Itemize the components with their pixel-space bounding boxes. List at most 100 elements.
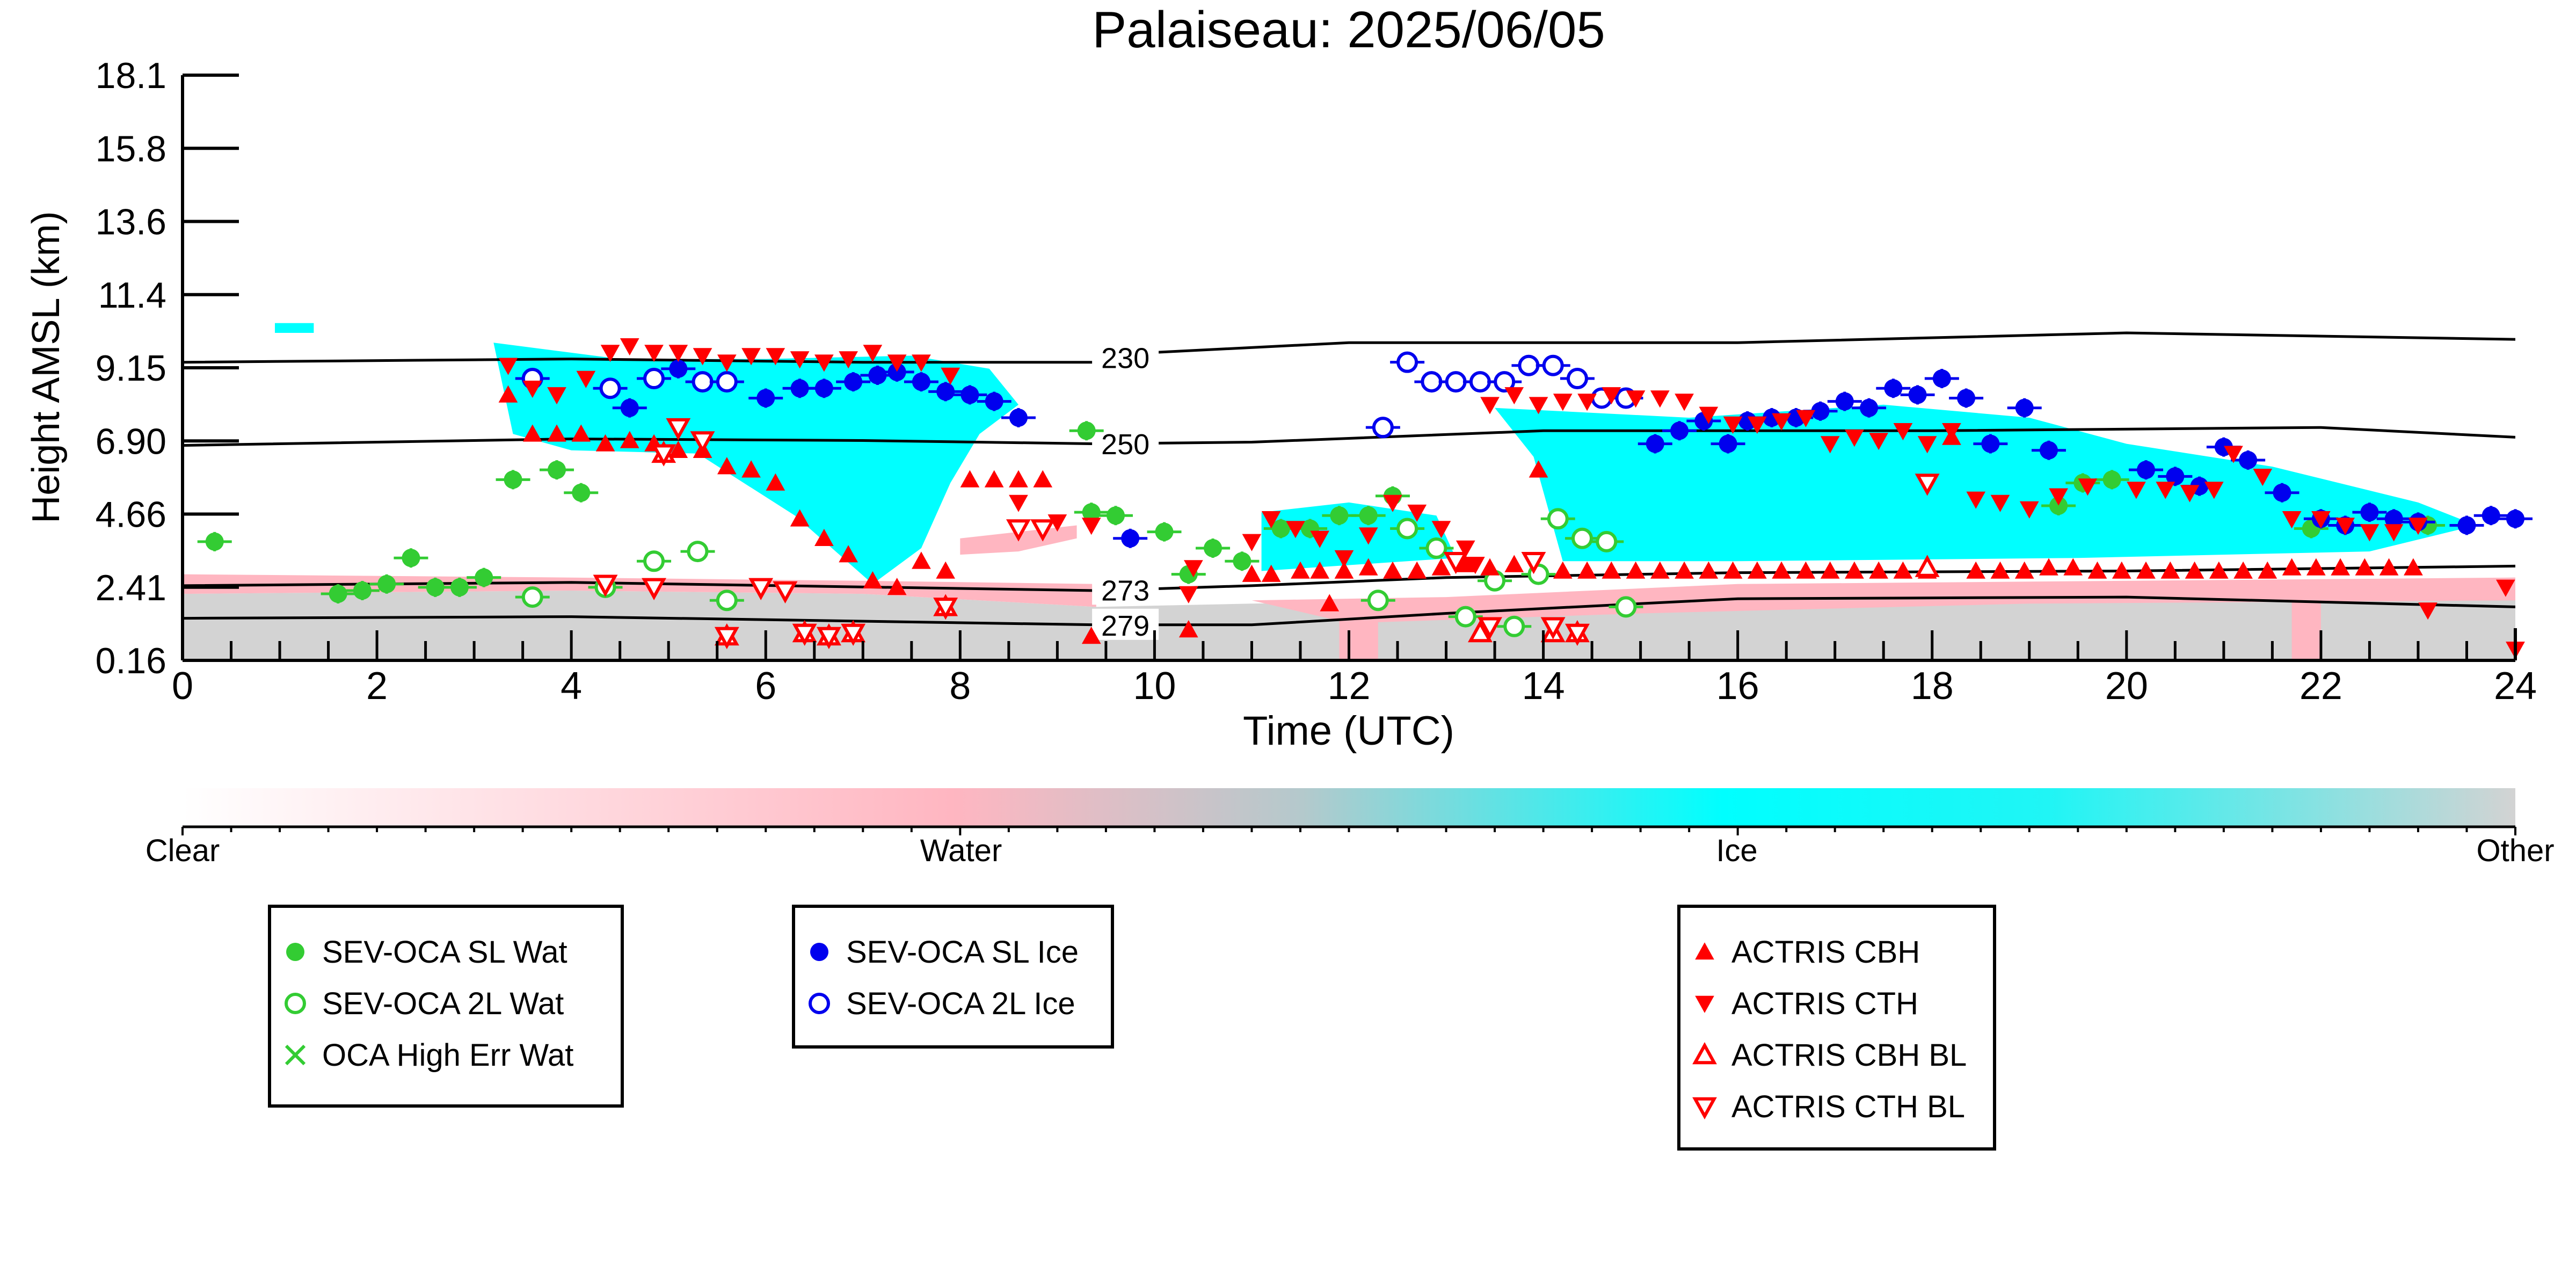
point-0-4 (402, 549, 420, 567)
colorbar-label-water: Water (920, 833, 1002, 868)
legend-box-1: SEV-OCA SL Wat SEV-OCA 2L Wat OCA High Err… (268, 905, 624, 1108)
point-0-13 (1107, 506, 1125, 525)
point-7-6 (1468, 620, 1493, 643)
chart-title: Palaiseau: 2025/06/05 (1092, 1, 1605, 59)
point-5-16 (887, 578, 907, 595)
point-5-65 (2209, 561, 2229, 579)
point-6-68 (2496, 579, 2515, 597)
legend-entry-actris-cbh: ACTRIS CBH (1731, 935, 1920, 970)
legend-marker (285, 993, 306, 1014)
legend-entry-sev-oca-sl-wat: SEV-OCA SL Wat (322, 935, 567, 970)
point-1-4 (716, 590, 738, 612)
point-0-21 (1359, 506, 1378, 525)
point-5-25 (1242, 564, 1262, 582)
series-sev-oca-sl-ice (612, 359, 2533, 548)
point-5-63 (2160, 561, 2180, 579)
point-5-22 (1033, 470, 1053, 487)
point-0-14 (1155, 522, 1174, 541)
point-5-44 (1699, 561, 1719, 579)
region-ice-6 (493, 343, 1018, 584)
point-6-38 (1675, 394, 1694, 411)
x-tick-label: 0 (172, 665, 193, 708)
point-3-23 (1860, 398, 1879, 417)
point-8-4 (642, 578, 666, 600)
point-6-7 (668, 345, 688, 362)
point-6-71 (1047, 514, 1067, 532)
point-0-23 (2049, 497, 2068, 515)
legend-box-2: SEV-OCA SL Ice SEV-OCA 2L Ice (792, 905, 1114, 1049)
point-5-21 (1009, 470, 1028, 487)
legend-entry-actris-cbh-bl: ACTRIS CBH BL (1731, 1038, 1967, 1073)
point-6-20 (1178, 586, 1198, 603)
point-0-25 (2102, 470, 2121, 489)
point-1-3 (687, 541, 709, 563)
point-5-10 (741, 460, 761, 478)
point-3-8 (912, 373, 930, 391)
point-6-39 (1699, 406, 1719, 424)
point-5-3 (571, 424, 591, 442)
point-6-40 (1723, 416, 1743, 434)
point-5-33 (1431, 558, 1451, 576)
point-6-13 (814, 354, 834, 372)
point-6-58 (2204, 482, 2224, 499)
legend-marker (809, 993, 830, 1014)
point-6-4 (600, 345, 620, 362)
point-0-16 (1204, 539, 1222, 557)
legend-entry-actris-cth: ACTRIS CTH (1731, 986, 1918, 1021)
point-8-18 (1443, 552, 1468, 574)
point-6-65 (2384, 524, 2404, 542)
point-0-20 (1330, 506, 1349, 525)
series-actris-cbh (498, 385, 2423, 644)
isotherm-label-279: 279 (1101, 610, 1149, 642)
x-tick-label: 14 (1522, 665, 1565, 708)
point-1-10 (1503, 615, 1525, 637)
point-5-27 (1291, 561, 1310, 579)
point-1-8 (1454, 606, 1476, 628)
legend-frame (1677, 905, 1996, 1151)
point-3-36 (2273, 483, 2291, 502)
y-tick-label: 13.6 (96, 202, 166, 243)
point-4-1 (599, 377, 621, 399)
point-6-61 (2282, 511, 2302, 529)
series-sev-oca-2l-ice (515, 351, 1643, 439)
point-4-3 (692, 371, 714, 393)
retrieval-markers (197, 338, 2533, 659)
point-1-6 (1396, 518, 1418, 540)
point-3-15 (1670, 421, 1689, 440)
point-8-13 (1030, 519, 1056, 542)
point-6-51 (1990, 494, 2010, 512)
point-3-10 (960, 385, 979, 404)
point-6-31 (1504, 387, 1524, 405)
point-0-18 (1271, 519, 1290, 538)
point-0-8 (504, 470, 522, 489)
legend-marker (1695, 995, 1714, 1013)
point-1-5 (1367, 590, 1389, 612)
x-tick-label: 10 (1133, 665, 1176, 708)
point-3-35 (2239, 450, 2258, 469)
point-6-73 (1242, 534, 1262, 551)
point-6-11 (766, 348, 785, 366)
point-6-52 (2019, 501, 2039, 519)
series-actris-cth-bl (593, 418, 1940, 650)
region-ice-9 (275, 323, 314, 333)
legend-box-3: ACTRIS CBH ACTRIS CTH ACTRIS CBH BL ACTRIS … (1677, 905, 1996, 1151)
point-0-17 (1233, 552, 1251, 571)
point-6-22 (1286, 521, 1305, 539)
point-6-46 (1869, 433, 1888, 450)
point-5-9 (717, 457, 737, 475)
point-5-5 (620, 431, 639, 448)
legend-entry-actris-cth-bl: ACTRIS CTH BL (1731, 1089, 1965, 1124)
point-6-47 (1893, 423, 1913, 441)
point-3-4 (814, 379, 833, 398)
point-5-48 (1796, 561, 1816, 579)
point-5-67 (2258, 561, 2277, 579)
point-5-71 (2355, 558, 2375, 576)
point-5-66 (2233, 561, 2253, 579)
point-6-34 (1577, 394, 1597, 411)
point-6-42 (1772, 413, 1791, 431)
x-tick-label: 6 (755, 665, 776, 708)
point-6-55 (2127, 482, 2146, 499)
point-8-0 (651, 444, 676, 467)
point-5-17 (912, 551, 931, 569)
